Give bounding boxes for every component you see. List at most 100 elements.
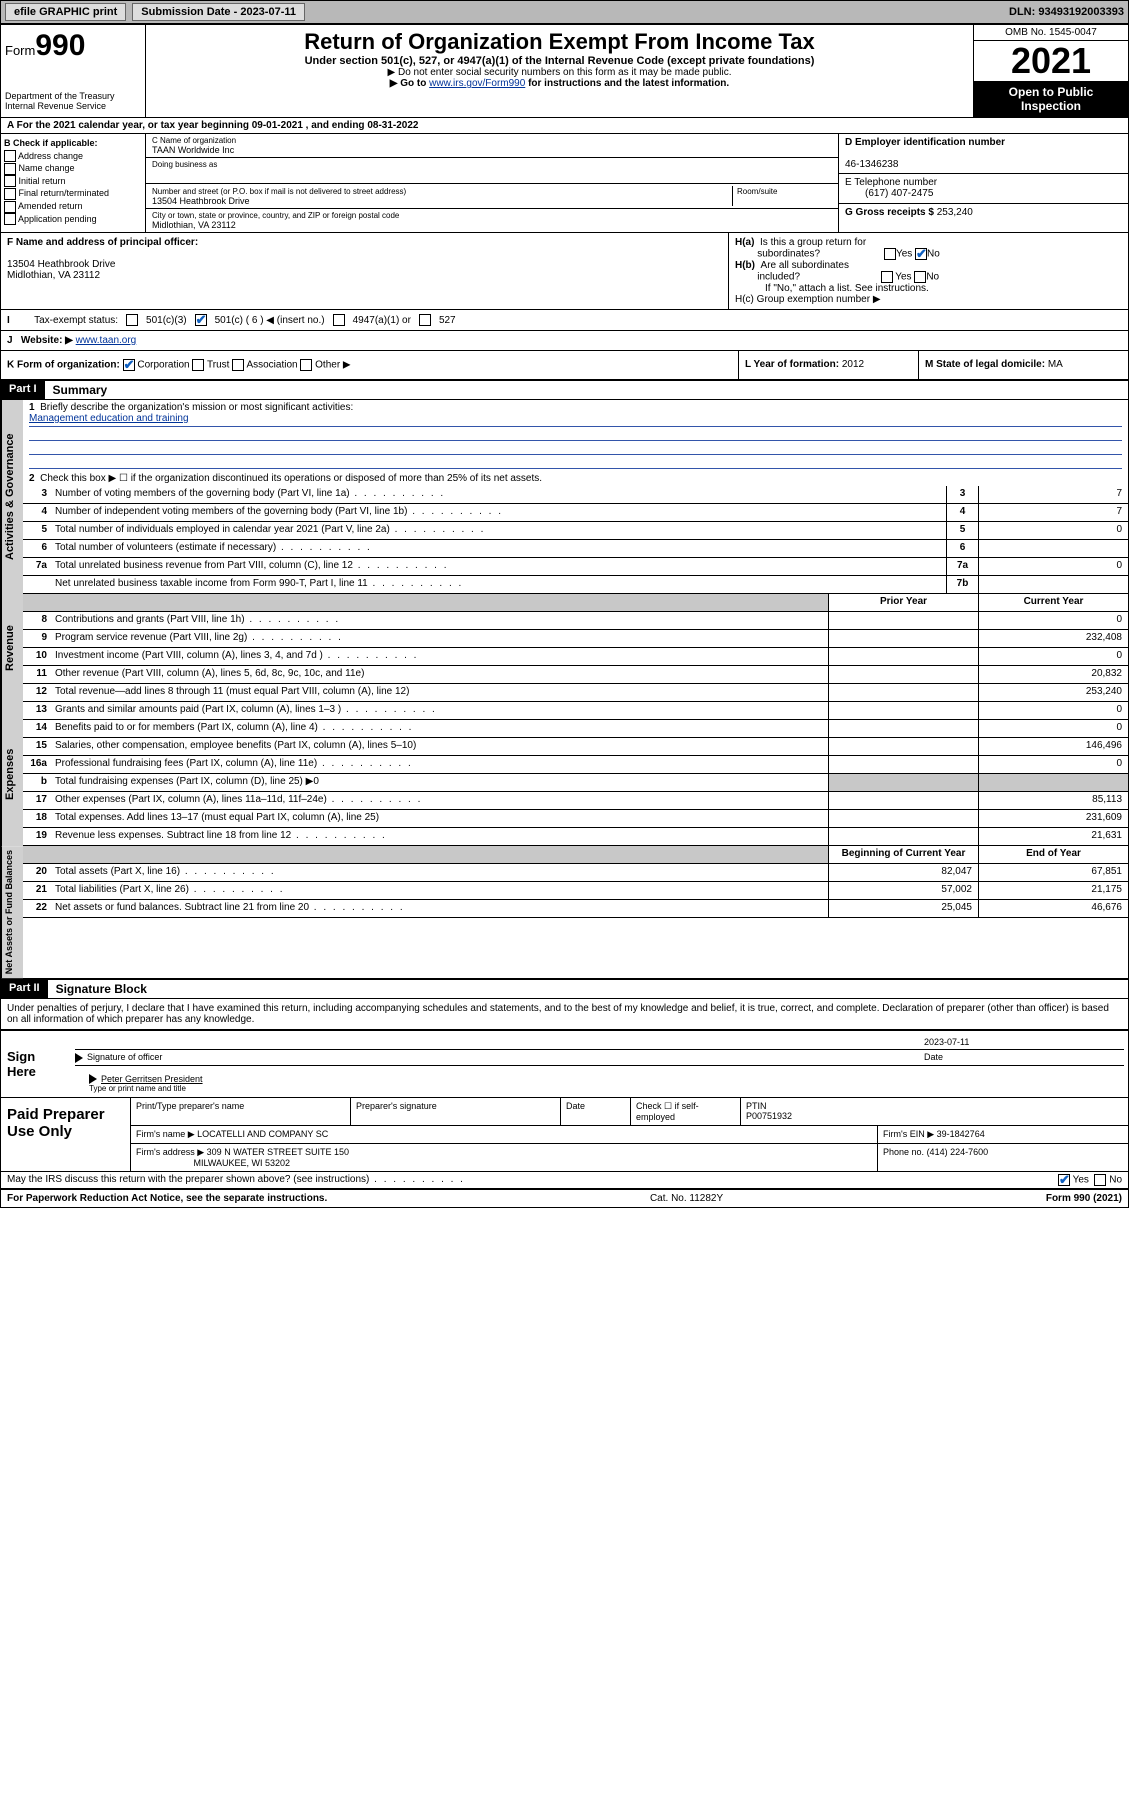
- b-right: D Employer identification number 46-1346…: [838, 134, 1128, 232]
- city-value: Midlothian, VA 23112: [152, 220, 832, 230]
- firm-addr1: 309 N WATER STREET SUITE 150: [207, 1147, 349, 1157]
- row-k: K Form of organization: Corporation Trus…: [1, 351, 1128, 381]
- l6-desc: Total number of volunteers (estimate if …: [51, 540, 946, 557]
- chk-amended[interactable]: [4, 201, 16, 213]
- line-22: 22Net assets or fund balances. Subtract …: [23, 900, 1128, 918]
- header-right: OMB No. 1545-0047 2021 Open to Public In…: [973, 25, 1128, 117]
- topbar: efile GRAPHIC print Submission Date - 20…: [0, 0, 1129, 24]
- hdr-end: End of Year: [978, 846, 1128, 863]
- l10-p: [828, 648, 978, 665]
- sub-date-value: 2023-07-11: [240, 6, 296, 18]
- note2-post: for instructions and the latest informat…: [525, 78, 729, 89]
- sig-date: 2023-07-11: [924, 1037, 1124, 1047]
- l-value: 2012: [842, 359, 864, 370]
- l8-desc: Contributions and grants (Part VIII, lin…: [51, 612, 828, 629]
- sig-date-line: 2023-07-11: [75, 1035, 1124, 1050]
- chk-hb-no[interactable]: [914, 271, 926, 283]
- b-checkboxes: B Check if applicable: Address change Na…: [1, 134, 146, 232]
- chk-address-change[interactable]: [4, 150, 16, 162]
- chk-501c3[interactable]: [126, 314, 138, 326]
- line-7b: Net unrelated business taxable income fr…: [23, 576, 1128, 594]
- line-19: 19Revenue less expenses. Subtract line 1…: [23, 828, 1128, 846]
- l7a-val: 0: [978, 558, 1128, 575]
- block-b: B Check if applicable: Address change Na…: [1, 134, 1128, 233]
- h-group: H(a) Is this a group return for subordin…: [728, 233, 1128, 309]
- part2-title: Signature Block: [48, 980, 155, 998]
- addr-row: Number and street (or P.O. box if mail i…: [146, 184, 838, 209]
- chk-4947[interactable]: [333, 314, 345, 326]
- k-assoc: Association: [246, 360, 297, 371]
- l13-p: [828, 702, 978, 719]
- l19-c: 21,631: [978, 828, 1128, 845]
- l15-desc: Salaries, other compensation, employee b…: [51, 738, 828, 755]
- k-trust: Trust: [207, 360, 229, 371]
- prep-name-label: Print/Type preparer's name: [131, 1098, 351, 1125]
- l22-desc: Net assets or fund balances. Subtract li…: [51, 900, 828, 917]
- chk-discuss-yes[interactable]: [1058, 1174, 1070, 1186]
- line-13: 13Grants and similar amounts paid (Part …: [23, 702, 1128, 720]
- l14-desc: Benefits paid to or for members (Part IX…: [51, 720, 828, 737]
- chk-final[interactable]: [4, 188, 16, 200]
- d-label: D Employer identification number: [845, 137, 1005, 148]
- chk-501c[interactable]: [195, 314, 207, 326]
- ha-row: H(a) Is this a group return for subordin…: [735, 237, 1122, 260]
- chk-initial[interactable]: [4, 175, 16, 187]
- row-fh: F Name and address of principal officer:…: [1, 233, 1128, 310]
- g-value: 253,240: [937, 207, 973, 218]
- part2-badge: Part II: [1, 980, 48, 998]
- k-other: Other ▶: [315, 360, 350, 371]
- efile-print-button[interactable]: efile GRAPHIC print: [5, 3, 126, 21]
- f-addr2: Midlothian, VA 23112: [7, 270, 100, 281]
- m-value: MA: [1048, 359, 1063, 370]
- l9-c: 232,408: [978, 630, 1128, 647]
- l17-p: [828, 792, 978, 809]
- chk-corp[interactable]: [123, 359, 135, 371]
- chk-other[interactable]: [300, 359, 312, 371]
- dln-label: DLN: 93493192003393: [1009, 6, 1124, 18]
- j-label: Website: ▶: [21, 335, 73, 346]
- chk-hb-yes[interactable]: [881, 271, 893, 283]
- officer-name: Peter Gerritsen President: [101, 1074, 203, 1084]
- line-5: 5Total number of individuals employed in…: [23, 522, 1128, 540]
- header-row: Form990 Department of the Treasury Inter…: [1, 25, 1128, 118]
- chk-pending[interactable]: [4, 213, 16, 225]
- chk-ha-no[interactable]: [915, 248, 927, 260]
- date-label: Date: [924, 1052, 1124, 1063]
- opt-pending: Application pending: [18, 214, 97, 224]
- firm-addr-cell: Firm's address ▶ 309 N WATER STREET SUIT…: [131, 1144, 878, 1171]
- phone-label: Phone no.: [883, 1147, 924, 1157]
- header-mid: Return of Organization Exempt From Incom…: [146, 25, 973, 117]
- line-8: 8Contributions and grants (Part VIII, li…: [23, 612, 1128, 630]
- mission-blank3: [29, 455, 1122, 469]
- hb-row: H(b) Are all subordinates included? Yes …: [735, 260, 1122, 283]
- opt-name: Name change: [19, 163, 75, 173]
- l1-desc: Briefly describe the organization's miss…: [40, 402, 353, 413]
- chk-527[interactable]: [419, 314, 431, 326]
- d-value: 46-1346238: [845, 159, 898, 170]
- opt-address: Address change: [18, 151, 83, 161]
- l8-c: 0: [978, 612, 1128, 629]
- g-receipts: G Gross receipts $ 253,240: [839, 204, 1128, 233]
- tax-year: 2021: [974, 41, 1128, 81]
- l19-desc: Revenue less expenses. Subtract line 18 …: [51, 828, 828, 845]
- i-o1: 501(c)(3): [146, 315, 187, 326]
- row-i-tax-status: I Tax-exempt status: 501(c)(3) 501(c) ( …: [1, 310, 1128, 331]
- chk-ha-yes[interactable]: [884, 248, 896, 260]
- l14-c: 0: [978, 720, 1128, 737]
- dept-label: Department of the Treasury Internal Reve…: [5, 91, 141, 111]
- submission-date-button[interactable]: Submission Date - 2023-07-11: [132, 3, 305, 21]
- chk-name-change[interactable]: [4, 163, 16, 175]
- l14-p: [828, 720, 978, 737]
- chk-assoc[interactable]: [232, 359, 244, 371]
- chk-trust[interactable]: [192, 359, 204, 371]
- form-subtitle: Under section 501(c), 527, or 4947(a)(1)…: [152, 55, 967, 67]
- line-18: 18Total expenses. Add lines 13–17 (must …: [23, 810, 1128, 828]
- part1-body: Activities & Governance 1 Briefly descri…: [1, 400, 1128, 594]
- l15-c: 146,496: [978, 738, 1128, 755]
- firm-name-label: Firm's name ▶: [136, 1129, 195, 1139]
- website-link[interactable]: www.taan.org: [76, 335, 137, 346]
- chk-discuss-no[interactable]: [1094, 1174, 1106, 1186]
- paid-preparer-row: Paid Preparer Use Only Print/Type prepar…: [1, 1098, 1128, 1172]
- irs-link[interactable]: www.irs.gov/Form990: [429, 78, 525, 89]
- room-label: Room/suite: [737, 187, 777, 196]
